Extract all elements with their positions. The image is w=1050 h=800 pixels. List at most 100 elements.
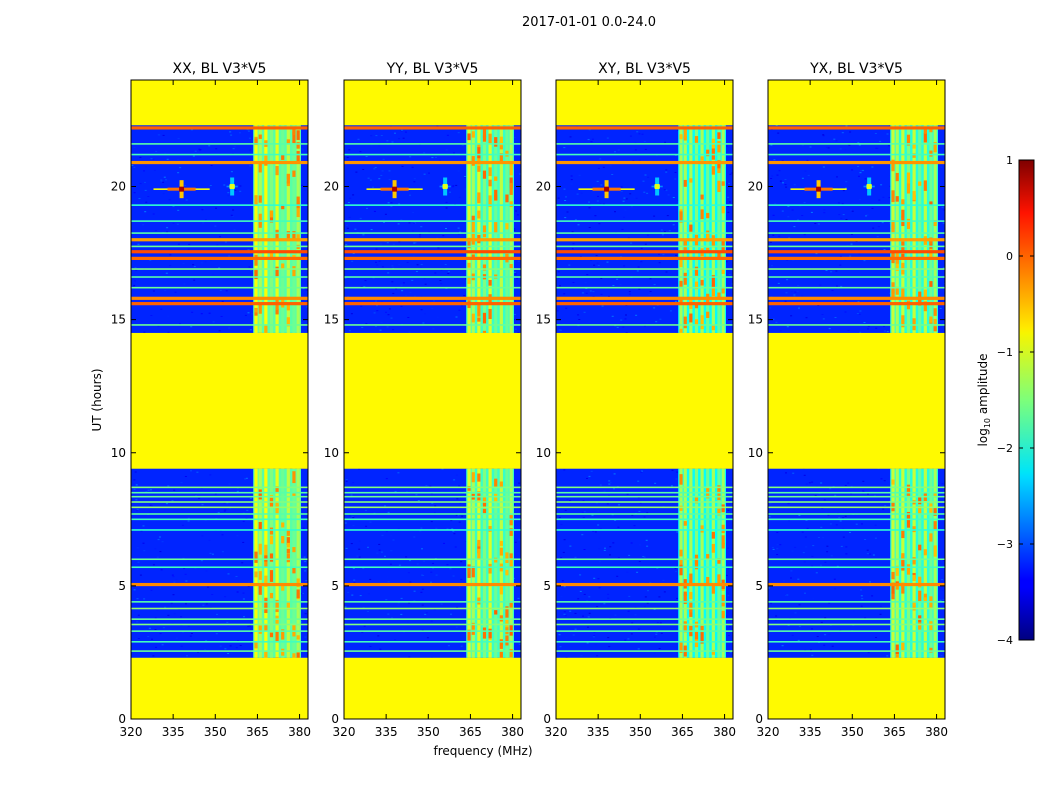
noise-pixel [658, 596, 661, 598]
colorbar-tick-label: −3 [997, 538, 1013, 551]
noise-pixel [149, 511, 152, 513]
noise-pixel [457, 227, 460, 229]
noise-pixel [565, 657, 568, 658]
noise-pixel [354, 228, 357, 230]
flagged-block [131, 80, 308, 126]
noise-pixel [597, 578, 600, 580]
noise-pixel [725, 261, 728, 263]
noise-pixel [676, 200, 678, 202]
noise-pixel [790, 315, 793, 317]
noise-pixel [812, 545, 815, 547]
noise-pixel [154, 230, 157, 232]
noise-pixel [640, 247, 643, 249]
noise-pixel [362, 234, 365, 236]
noise-pixel [798, 514, 801, 516]
noise-pixel [787, 624, 790, 626]
noise-pixel [450, 520, 453, 522]
noise-pixel [392, 539, 395, 541]
y-tick-label: 15 [111, 313, 126, 327]
noise-pixel [452, 152, 455, 154]
noise-pixel [365, 156, 368, 157]
noise-pixel [207, 586, 209, 588]
noise-pixel [635, 314, 638, 316]
noise-pixel [872, 227, 875, 229]
noise-pixel [455, 474, 458, 476]
noise-pixel [585, 520, 588, 522]
noise-pixel [775, 321, 778, 323]
noise-pixel [583, 593, 586, 595]
rfi-line [556, 558, 733, 561]
noise-pixel [866, 214, 869, 216]
noise-pixel [654, 636, 656, 638]
noise-pixel [793, 226, 796, 228]
rfi-spot [467, 133, 471, 141]
rfi-spot [477, 539, 481, 547]
noise-pixel [364, 280, 367, 282]
noise-pixel [431, 308, 434, 310]
noise-pixel [559, 646, 562, 648]
noise-pixel [151, 505, 153, 507]
noise-pixel [628, 554, 631, 556]
noise-pixel [150, 158, 153, 160]
noise-pixel [942, 560, 945, 561]
noise-pixel [624, 209, 627, 211]
rfi-spot [891, 220, 895, 229]
noise-pixel [840, 545, 843, 547]
noise-pixel [784, 300, 787, 302]
rfi-spot [275, 486, 279, 494]
noise-pixel [456, 498, 459, 500]
noise-pixel [640, 470, 643, 472]
noise-pixel [857, 165, 860, 167]
rfi-spot [929, 316, 933, 323]
noise-pixel [557, 261, 560, 263]
rfi-spot [679, 549, 683, 557]
noise-pixel [607, 637, 610, 639]
noise-pixel [828, 602, 831, 604]
noise-pixel [834, 656, 837, 658]
noise-pixel [886, 493, 888, 495]
noise-pixel [164, 290, 167, 291]
noise-pixel [569, 500, 572, 502]
noise-pixel [375, 135, 378, 137]
noise-pixel [398, 203, 401, 205]
colorbar-label-rest: amplitude [976, 354, 990, 418]
rfi-spot [683, 521, 687, 526]
rfi-spot [700, 632, 704, 644]
rfi-spot [906, 218, 911, 229]
colorbar-label: log10 amplitude [976, 354, 992, 447]
noise-pixel [829, 523, 832, 525]
noise-pixel [345, 547, 348, 549]
noise-pixel [565, 307, 568, 309]
noise-pixel [422, 322, 425, 324]
noise-pixel [344, 494, 347, 496]
noise-pixel [558, 517, 561, 518]
noise-pixel [183, 283, 186, 285]
noise-pixel [383, 222, 385, 223]
noise-pixel [729, 173, 732, 175]
rfi-line [768, 513, 945, 515]
noise-pixel [369, 646, 372, 647]
noise-pixel [558, 657, 561, 658]
noise-pixel [397, 472, 400, 474]
noise-pixel [425, 612, 428, 614]
noise-pixel [860, 605, 863, 607]
noise-pixel [347, 295, 350, 297]
noise-pixel [224, 241, 227, 243]
noise-pixel [665, 271, 668, 273]
noise-pixel [387, 314, 390, 316]
noise-pixel [557, 271, 560, 273]
rfi-spot [269, 570, 274, 582]
noise-pixel [205, 640, 208, 642]
noise-pixel [378, 145, 381, 147]
noise-pixel [344, 606, 347, 608]
noise-pixel [876, 236, 879, 238]
rfi-line [768, 276, 945, 278]
noise-pixel [304, 613, 307, 615]
noise-pixel [625, 198, 628, 200]
noise-pixel [881, 222, 884, 224]
rfi-spot [269, 592, 274, 599]
rfi-line [344, 250, 521, 254]
noise-pixel [386, 576, 389, 578]
noise-pixel [822, 166, 825, 168]
flagged-block [556, 332, 733, 469]
